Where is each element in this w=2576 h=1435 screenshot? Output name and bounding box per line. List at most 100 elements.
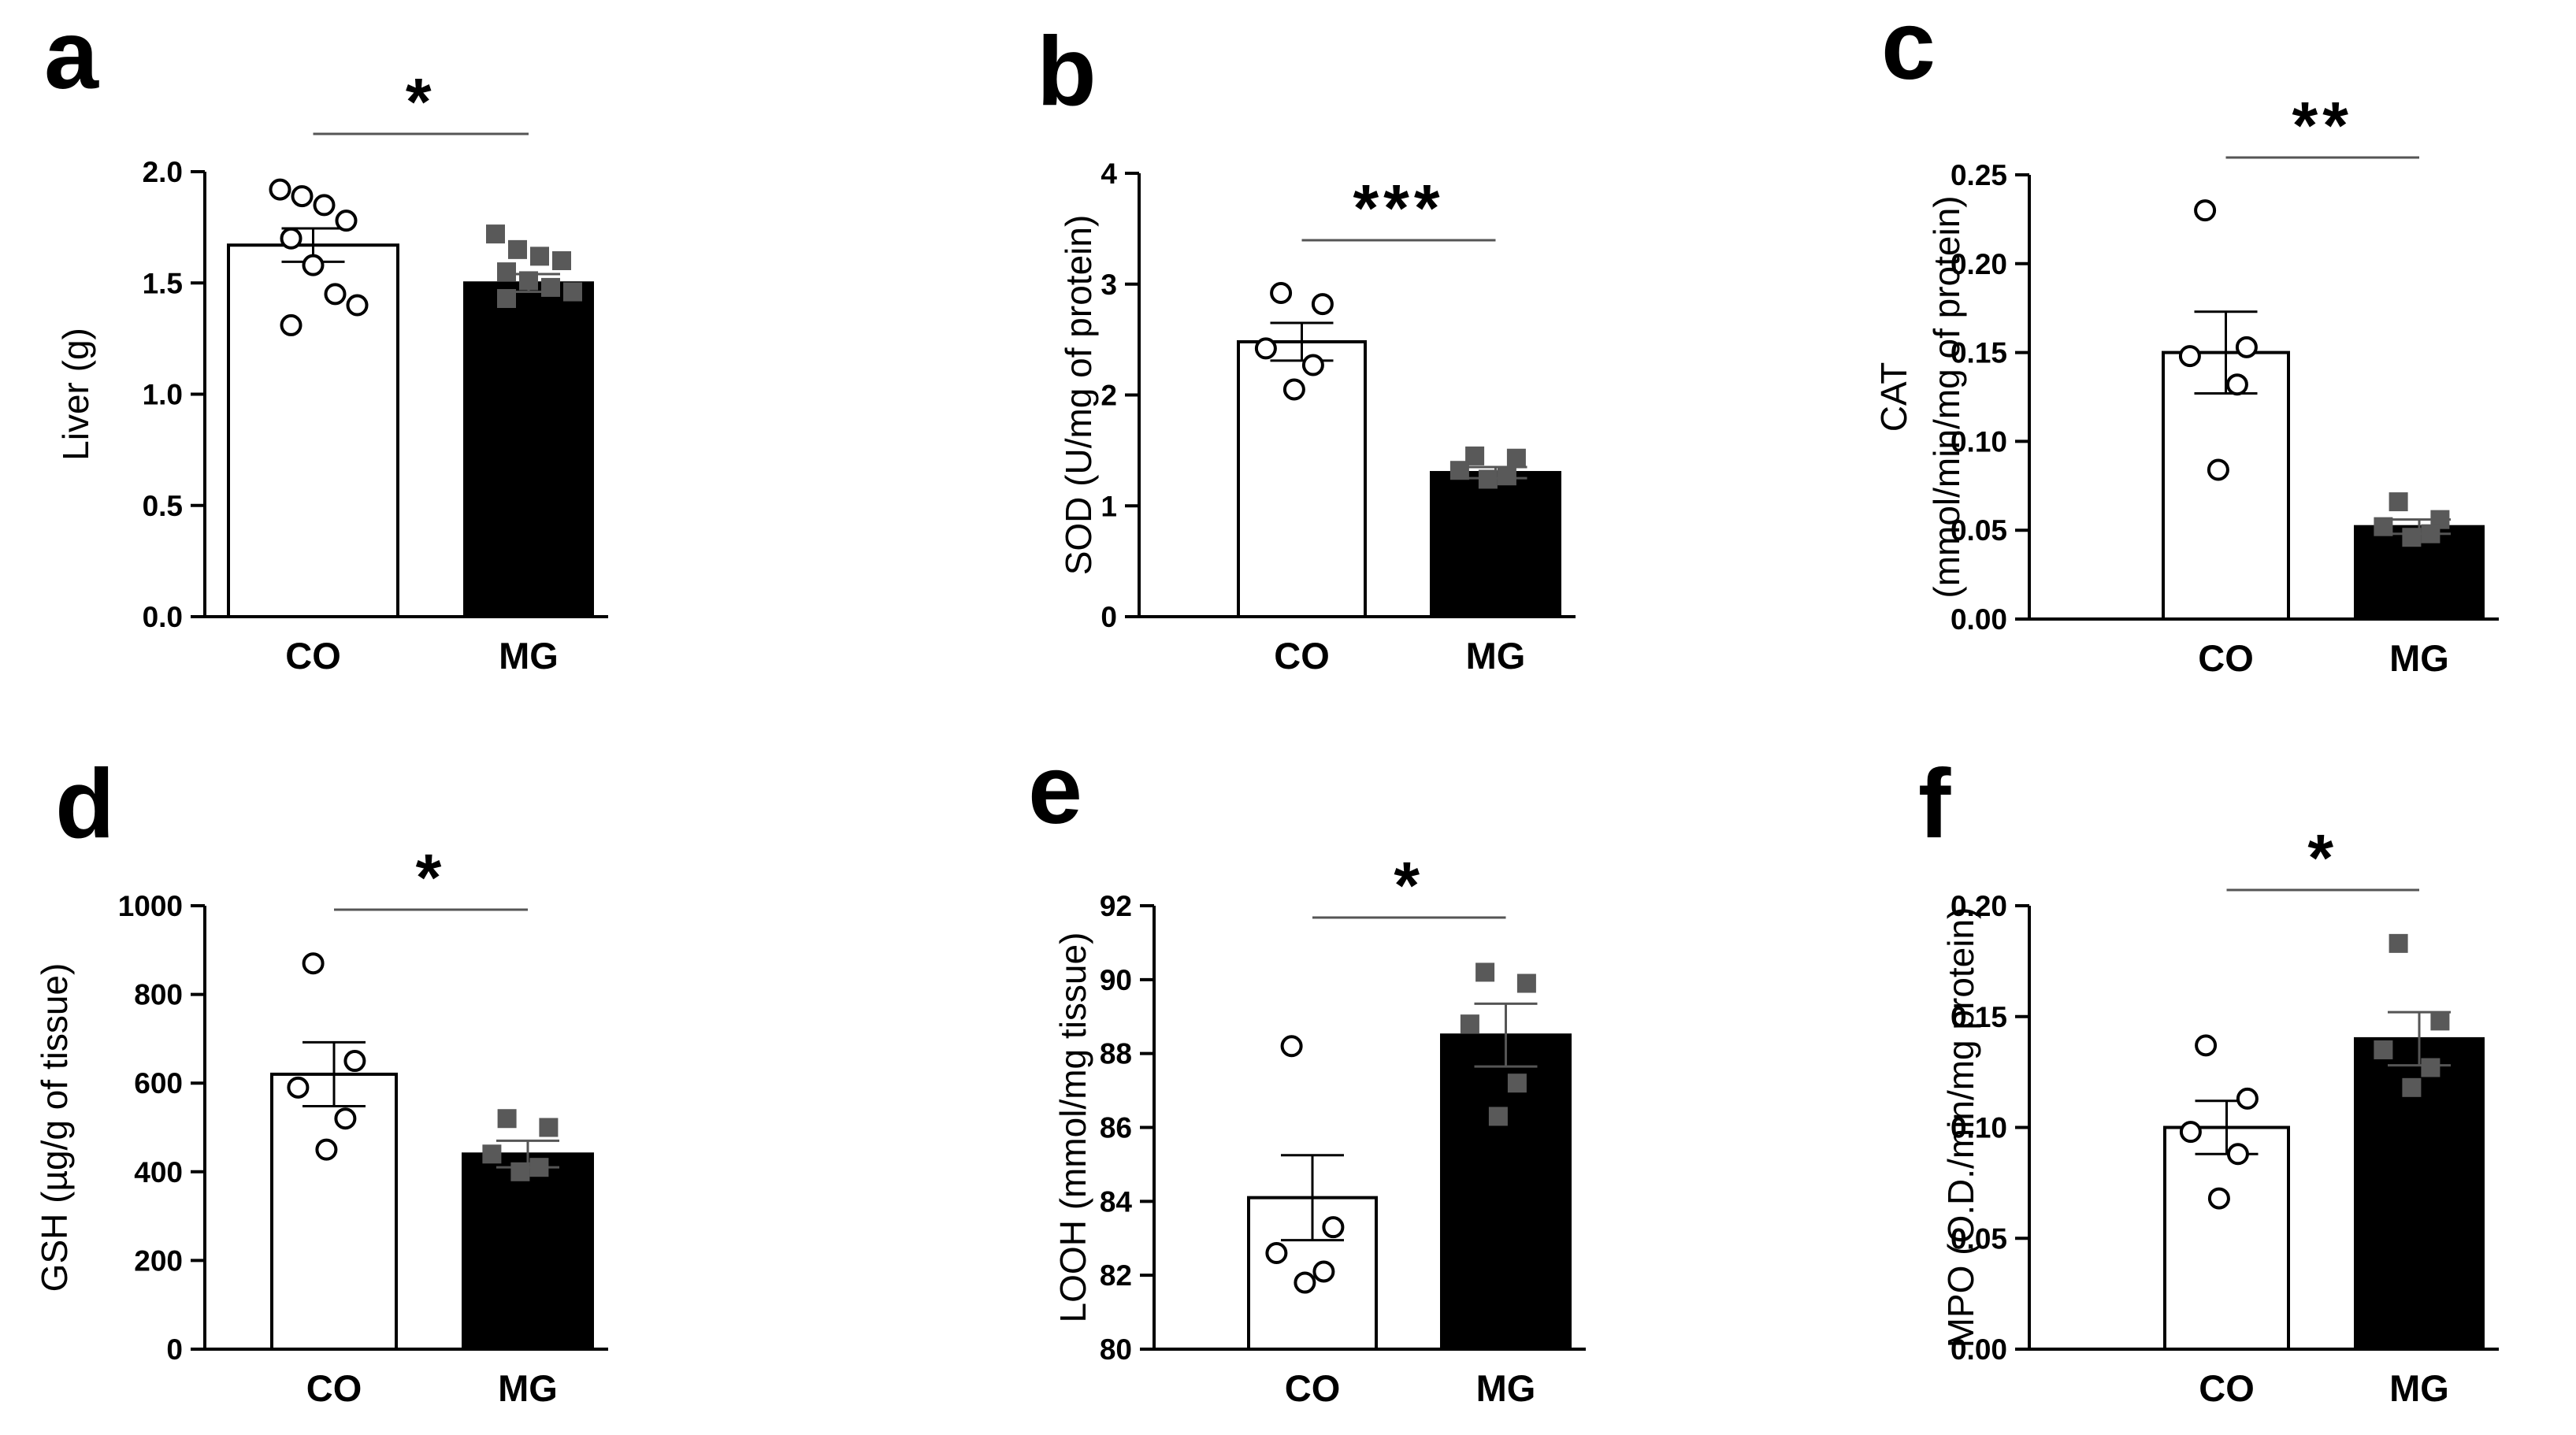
y-tick-label: 0.00 <box>1951 603 2007 636</box>
data-point-mg <box>563 282 582 302</box>
data-point-co <box>1294 1271 1316 1294</box>
panel-letter: f <box>1918 750 1951 858</box>
bar-co <box>2163 1125 2290 1351</box>
y-tick-label: 0.10 <box>1951 425 2007 458</box>
y-tick-label: 84 <box>1100 1185 1133 1218</box>
x-category-label: MG <box>2389 1367 2449 1409</box>
y-axis-title: MPO (O.D./min/mg protein) <box>1940 907 1981 1348</box>
significance-stars: * <box>416 840 447 914</box>
x-category-label: CO <box>285 635 341 677</box>
data-point-mg <box>541 277 560 297</box>
y-tick-label: 90 <box>1100 964 1132 996</box>
x-category-label: MG <box>499 635 559 677</box>
data-point-co <box>1311 293 1334 316</box>
data-point-mg <box>2389 933 2408 953</box>
y-tick-label: 86 <box>1100 1112 1132 1144</box>
y-tick-label: 80 <box>1100 1333 1132 1366</box>
data-point-co <box>1282 378 1305 401</box>
y-tick-label: 0.20 <box>1951 248 2007 280</box>
y-tick-label: 400 <box>134 1156 183 1188</box>
y-tick-label: 0.05 <box>1951 514 2007 547</box>
data-point-mg <box>2374 517 2393 536</box>
data-point-mg <box>2402 528 2422 547</box>
y-axis-title: LOOH (mmol/mg tissue) <box>1052 933 1093 1323</box>
data-point-co <box>334 1107 357 1130</box>
y-tick-label: 0 <box>1101 601 1117 633</box>
y-tick-label: 1000 <box>118 890 183 922</box>
panel-letter: b <box>1037 17 1097 126</box>
bar-co <box>2162 350 2290 621</box>
data-point-co <box>2195 1034 2218 1057</box>
y-tick-label: 0.0 <box>143 601 183 633</box>
y-axis-title: Liver (g) <box>55 328 96 461</box>
bar-mg <box>1430 471 1561 619</box>
panel-letter: d <box>55 750 115 858</box>
data-point-co <box>2235 336 2258 358</box>
x-category-label: MG <box>1466 635 1526 677</box>
data-point-mg <box>519 271 538 291</box>
data-point-mg <box>2421 1058 2441 1077</box>
data-point-co <box>302 254 325 276</box>
y-tick-label: 2 <box>1101 380 1117 412</box>
data-point-mg <box>1475 962 1495 982</box>
y-axis-title: GSH (µg/g of tissue) <box>34 963 75 1292</box>
panel-letter: e <box>1028 736 1082 844</box>
significance-stars: * <box>2307 821 2338 895</box>
y-tick-label: 0.10 <box>1951 1112 2007 1144</box>
data-point-co <box>280 313 303 336</box>
data-point-co <box>2226 1143 2249 1166</box>
x-category-label: CO <box>1274 635 1330 677</box>
bar-mg <box>462 1152 594 1352</box>
x-category-label: CO <box>1285 1367 1341 1409</box>
data-point-co <box>1312 1260 1335 1283</box>
data-point-co <box>1270 282 1293 305</box>
data-point-co <box>291 185 314 208</box>
data-point-mg <box>497 262 516 282</box>
data-point-mg <box>2421 524 2441 543</box>
significance-stars: * <box>406 65 436 139</box>
panel-a: a 0.0 0.5 1.0 1.5 2.0 CO MG Liver (g) * <box>44 1 608 677</box>
panel-d: d 0 200 400 600 800 1000 CO MG GSH (µg/g of tissu… <box>34 750 608 1409</box>
y-tick-label: 92 <box>1100 890 1132 922</box>
y-tick-label: 88 <box>1100 1038 1132 1070</box>
y-tick-label: 600 <box>134 1067 183 1099</box>
data-point-mg <box>539 1118 559 1137</box>
data-point-co <box>2207 458 2229 481</box>
data-point-co <box>1280 1035 1303 1058</box>
y-tick-label: 1.0 <box>143 379 183 411</box>
significance-stars: *** <box>1353 171 1444 245</box>
data-point-co <box>280 227 303 250</box>
data-point-mg <box>2374 1040 2393 1059</box>
data-point-co <box>2236 1087 2259 1110</box>
data-point-mg <box>510 1162 530 1181</box>
data-point-mg <box>1506 448 1526 468</box>
y-tick-label: 0.5 <box>143 490 183 522</box>
data-point-co <box>287 1076 310 1099</box>
y-tick-label: 1.5 <box>143 267 183 299</box>
data-point-mg <box>1460 1014 1479 1034</box>
y-tick-label: 0.05 <box>1951 1222 2007 1255</box>
y-tick-label: 0.00 <box>1951 1333 2007 1366</box>
panel-b: b 0 1 2 3 4 CO MG SOD (U/mg of protein) *** <box>1037 17 1576 677</box>
bar-mg <box>463 281 594 618</box>
panel-c: c 0.00 0.05 0.10 0.15 0.20 0.25 CO MG CAT (mmol/mi… <box>1873 0 2499 679</box>
x-category-label: MG <box>1476 1367 1536 1409</box>
data-point-co <box>2225 373 2248 396</box>
data-point-co <box>1254 337 1277 360</box>
data-point-mg <box>486 224 505 244</box>
data-point-co <box>324 283 347 306</box>
data-point-co <box>335 210 358 232</box>
data-point-co <box>2207 1187 2230 1210</box>
data-point-mg <box>1478 469 1498 489</box>
y-axis-title: SOD (U/mg of protein) <box>1058 215 1099 576</box>
data-point-mg <box>1449 461 1469 480</box>
bar-co <box>227 243 399 618</box>
data-point-mg <box>529 1158 549 1177</box>
data-point-mg <box>530 247 549 266</box>
bar-co <box>270 1072 398 1351</box>
data-point-mg <box>497 289 516 309</box>
x-category-label: CO <box>2198 637 2254 679</box>
y-tick-label: 1 <box>1101 490 1117 522</box>
data-point-mg <box>2389 492 2408 512</box>
